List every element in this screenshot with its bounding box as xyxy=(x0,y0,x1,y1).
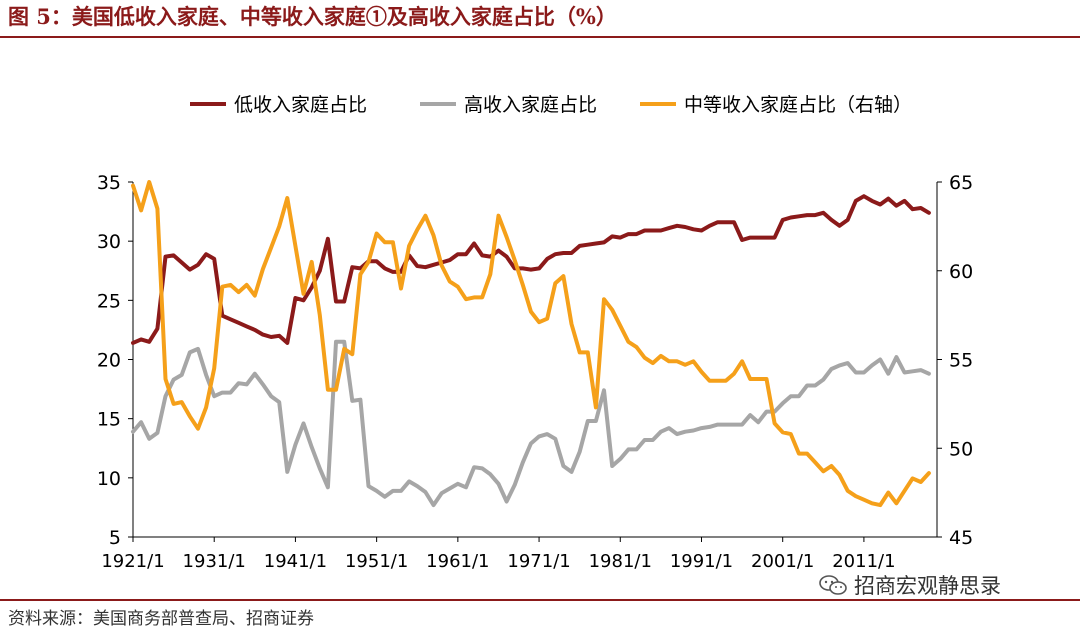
left-tick-label: 5 xyxy=(109,527,121,549)
x-tick-label: 2001/1 xyxy=(751,551,814,572)
left-tick-label: 20 xyxy=(97,350,121,372)
right-tick-label: 65 xyxy=(949,172,973,194)
x-tick-label: 1981/1 xyxy=(589,551,652,572)
left-tick-label: 25 xyxy=(97,290,121,312)
legend-label-2: 中等收入家庭占比（右轴） xyxy=(684,94,912,116)
series-lines xyxy=(131,180,931,508)
watermark-text: 招商宏观静思录 xyxy=(854,574,1001,598)
series-line-0 xyxy=(131,194,931,345)
title-divider xyxy=(0,36,1080,38)
series-line-2 xyxy=(131,180,931,508)
right-tick-label: 60 xyxy=(949,261,973,283)
figure-title: 图 5：美国低收入家庭、中等收入家庭①及高收入家庭占比（%） xyxy=(8,4,617,29)
left-tick-label: 30 xyxy=(97,231,121,253)
x-tick-label: 2011/1 xyxy=(832,551,895,572)
x-tick-label: 1931/1 xyxy=(183,551,246,572)
x-tick-label: 1941/1 xyxy=(264,551,327,572)
wechat-icon xyxy=(819,575,847,595)
x-tick-label: 1951/1 xyxy=(345,551,408,572)
axes: 5 10 15 20 25 30 35 45 50 55 60 65 1921/1 1931/1 1941/… xyxy=(97,172,973,572)
legend-label-1: 高收入家庭占比 xyxy=(464,94,597,116)
left-tick-label: 10 xyxy=(97,468,121,490)
line-chart: 低收入家庭占比 高收入家庭占比 中等收入家庭占比（右轴） 5 10 15 20 25 30 35… xyxy=(97,94,973,572)
right-tick-label: 50 xyxy=(949,438,973,460)
x-tick-label: 1921/1 xyxy=(101,551,164,572)
x-tick-label: 1961/1 xyxy=(426,551,489,572)
right-tick-label: 55 xyxy=(949,350,973,372)
series-line-1 xyxy=(131,339,931,508)
x-tick-label: 1971/1 xyxy=(507,551,570,572)
legend: 低收入家庭占比 高收入家庭占比 中等收入家庭占比（右轴） xyxy=(190,94,912,116)
left-tick-label: 35 xyxy=(97,172,121,194)
x-tick-label: 1991/1 xyxy=(670,551,733,572)
legend-label-0: 低收入家庭占比 xyxy=(234,94,367,116)
footer-divider xyxy=(0,599,1080,601)
source-note: 资料来源：美国商务部普查局、招商证券 xyxy=(8,609,314,629)
left-tick-label: 15 xyxy=(97,409,121,431)
watermark: 招商宏观静思录 xyxy=(818,570,1001,600)
right-tick-label: 45 xyxy=(949,527,973,549)
